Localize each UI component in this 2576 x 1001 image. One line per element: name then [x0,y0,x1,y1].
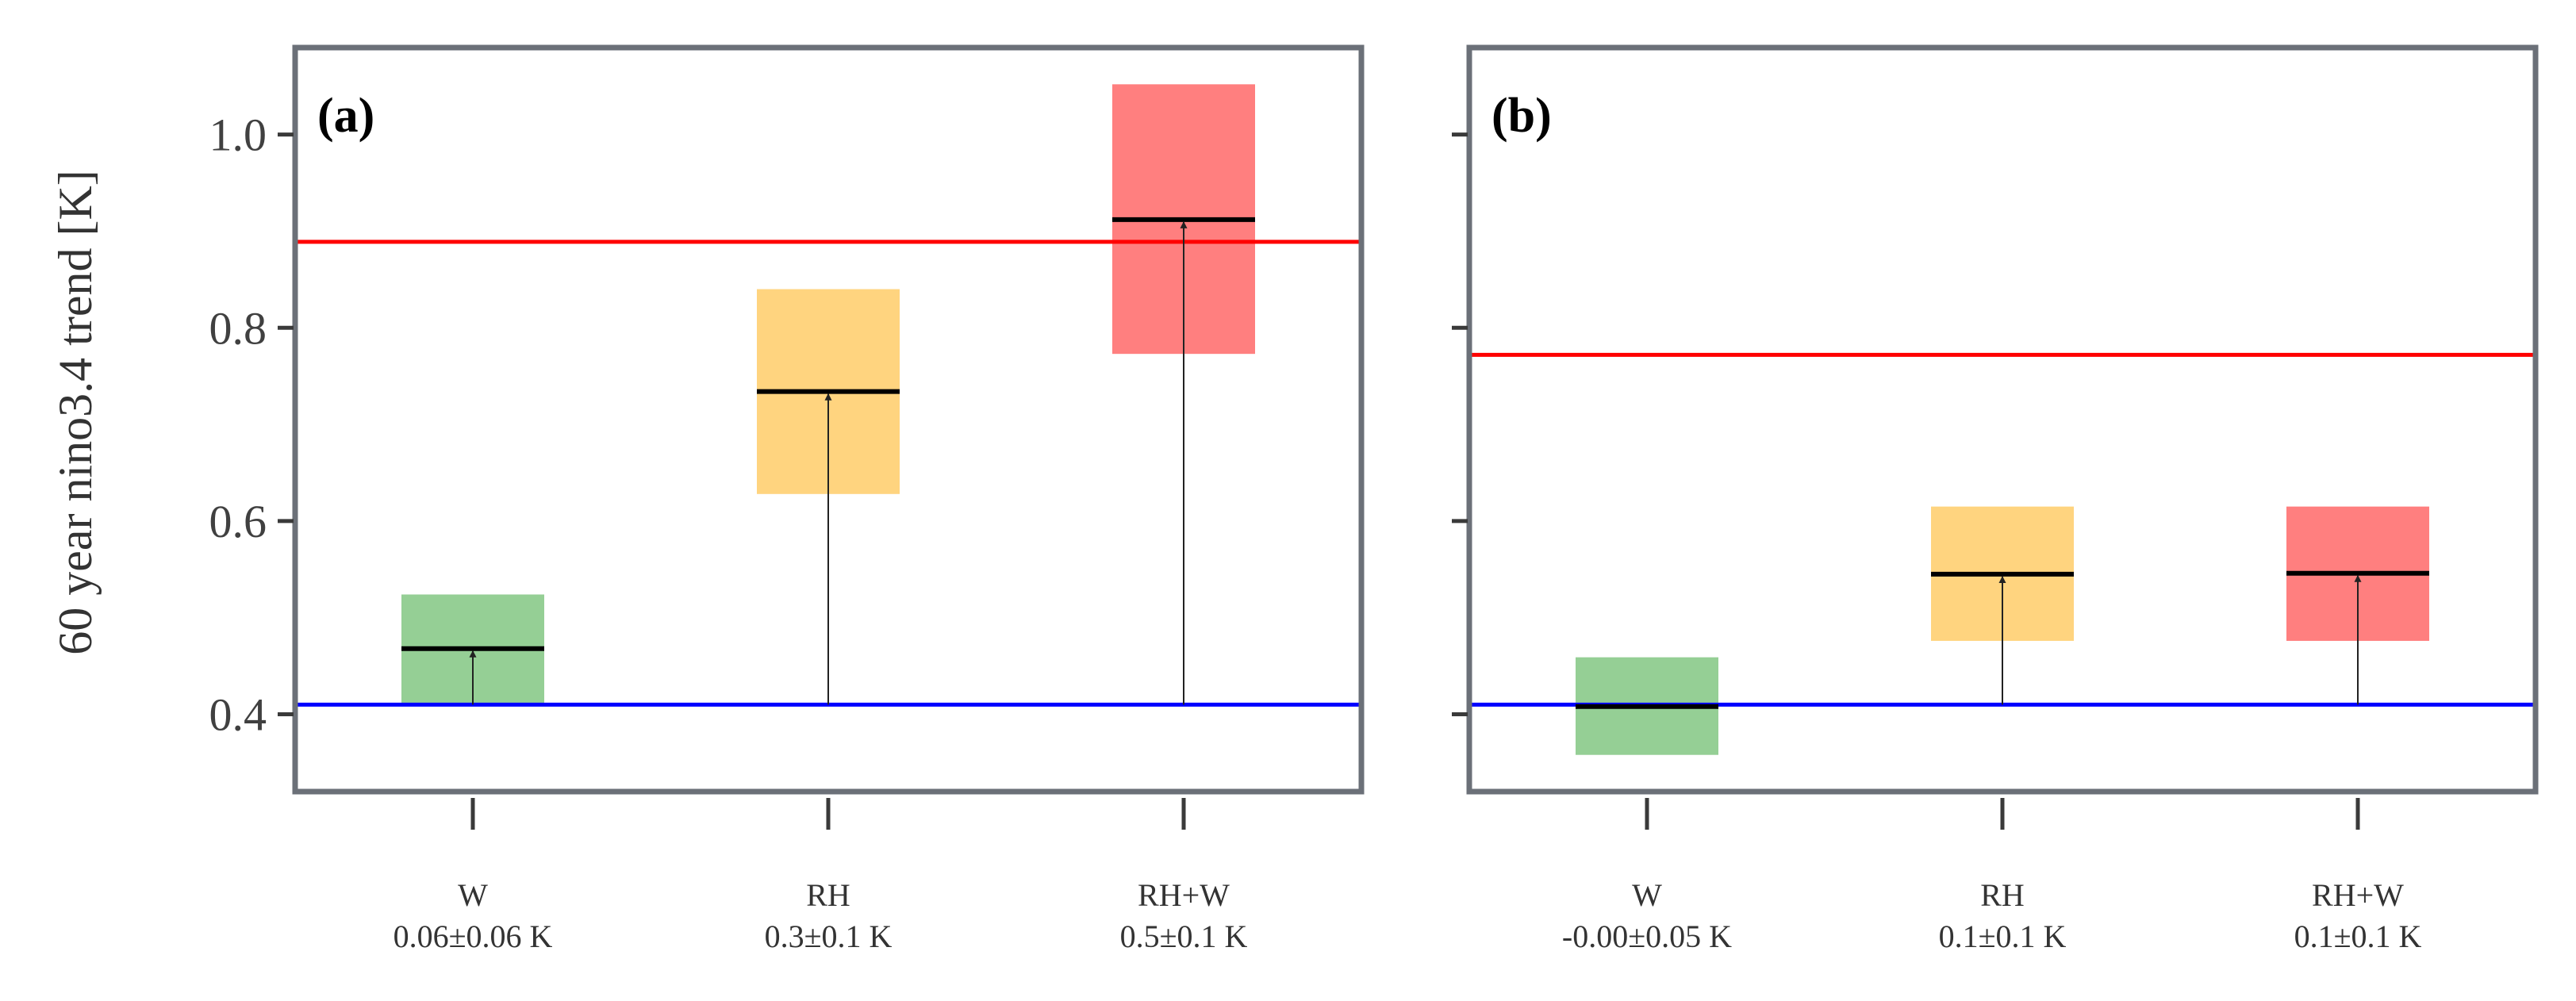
category-delta-label: 0.1±0.1 K [2294,919,2422,954]
plot-frame-b [1466,44,2539,795]
category-name-label: RH [806,877,850,913]
panel-label-b: (b) [1491,89,1552,143]
category-delta-label: -0.00±0.05 K [1562,919,1732,954]
panel-a: 0.4 0.6 0.8 1.0 W 0.06±0.06 K RH 0.3±0.1 K RH+W 0… [209,44,1365,954]
category-name-label: RH+W [1138,877,1230,913]
panel-b: W -0.00±0.05 K RH 0.1±0.1 K RH+W 0.1±0.1 K (b) [1452,44,2539,954]
y-tick-label: 0.6 [209,496,267,547]
y-tick-label: 0.4 [209,689,267,741]
y-tick-label: 1.0 [209,109,267,161]
panel-label-a: (a) [317,89,374,143]
category-name-label: RH+W [2312,877,2404,913]
y-axis-label: 60 year nino3.4 trend [K] [49,170,102,654]
category-delta-label: 0.1±0.1 K [1939,919,2067,954]
category-name-label: RH [1980,877,2025,913]
category-delta-label: 0.3±0.1 K [765,919,893,954]
plot-frame-a [292,44,1365,795]
category-delta-label: 0.5±0.1 K [1120,919,1248,954]
category-name-label: W [1632,877,1662,913]
category-name-label: W [458,877,488,913]
category-delta-label: 0.06±0.06 K [394,919,553,954]
y-tick-label: 0.8 [209,302,267,354]
